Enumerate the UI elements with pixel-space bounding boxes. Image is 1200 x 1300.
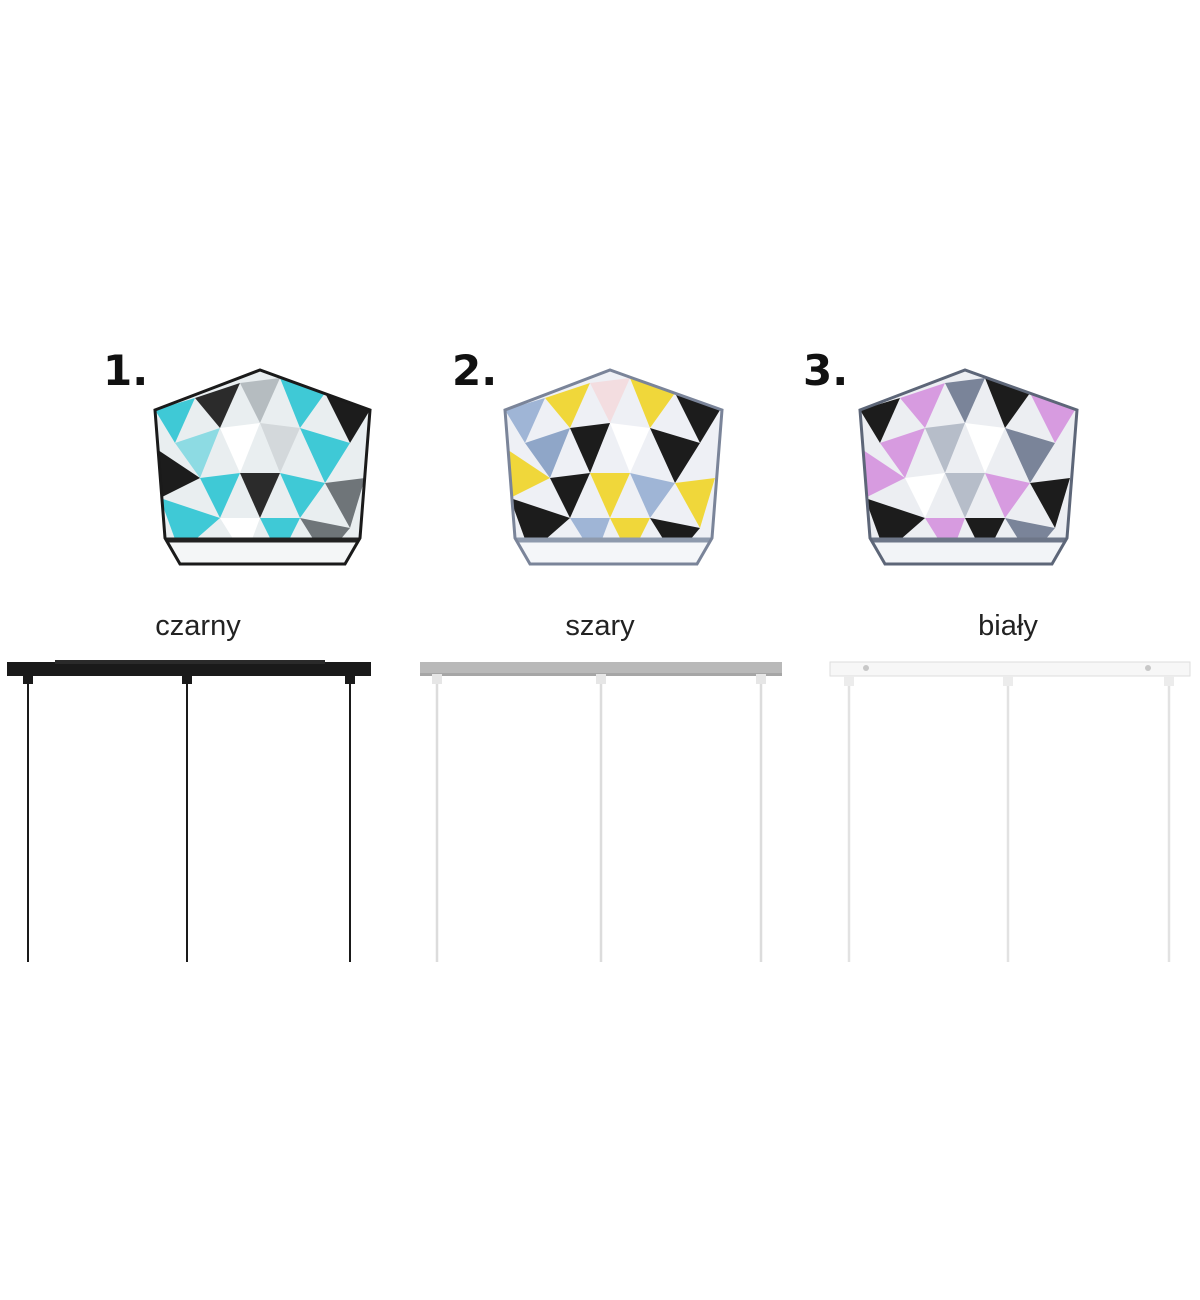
option-number-2: 2. — [452, 346, 498, 395]
lampshade-image-2[interactable] — [500, 368, 730, 574]
lampshade-turquoise-graphic — [153, 368, 372, 566]
color-label-2: szary — [565, 610, 635, 642]
lampshade-pink-graphic — [858, 368, 1079, 566]
ceiling-bar-grey-graphic — [420, 662, 782, 962]
lampshade-yellow-graphic — [503, 368, 724, 566]
ceiling-fixture-2[interactable] — [418, 650, 786, 970]
option-number-1: 1. — [103, 346, 149, 395]
lampshade-image-1[interactable] — [150, 368, 380, 574]
ceiling-fixture-1[interactable] — [5, 650, 375, 970]
ceiling-bar-white-graphic — [829, 661, 1191, 962]
option-number-3: 3. — [803, 346, 849, 395]
color-label-1: czarny — [155, 610, 241, 642]
ceiling-bar-black-graphic — [7, 660, 371, 962]
lampshade-image-3[interactable] — [855, 368, 1085, 574]
ceiling-fixture-3[interactable] — [828, 650, 1194, 970]
color-label-3: biały — [978, 610, 1038, 642]
